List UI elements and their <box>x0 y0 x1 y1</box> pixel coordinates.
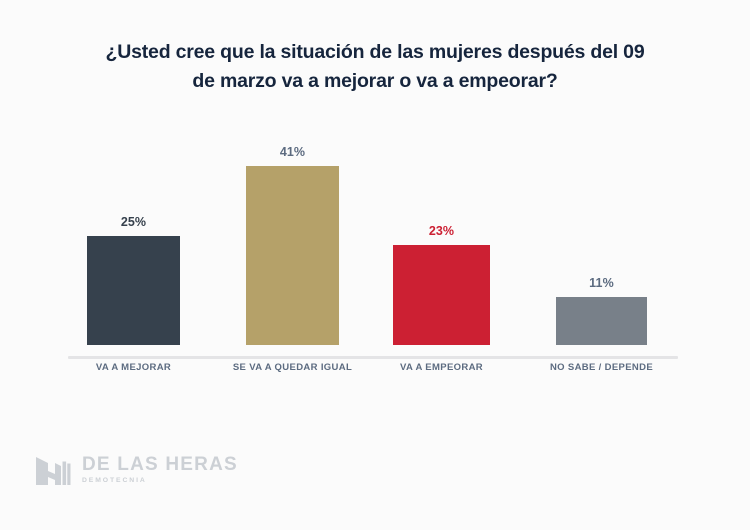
bar-group: 11% NO SABE / DEPENDE <box>550 276 653 373</box>
bar-chart-plot-area: 25% VA A MEJORAR 41% SE VA A QUEDAR IGUAL 23… <box>68 145 678 373</box>
brand-logo: DE LAS HERAS DEMOTECNIA <box>33 450 238 492</box>
bar-group: 25% VA A MEJORAR <box>87 215 180 373</box>
bar[interactable] <box>393 244 490 345</box>
bar[interactable] <box>87 235 180 345</box>
bar-category-label: NO SABE / DEPENDE <box>549 362 654 373</box>
bar[interactable] <box>246 166 339 345</box>
bar-value-label: 25% <box>120 214 147 229</box>
bar-category-label: VA A EMPEORAR <box>399 362 484 373</box>
bar-group: 23% VA A EMPEORAR <box>393 224 490 373</box>
bar-value-label: 11% <box>589 275 614 290</box>
bar-category-label: SE VA A QUEDAR IGUAL <box>232 362 353 373</box>
bar-category-label: VA A MEJORAR <box>95 362 172 373</box>
axis-baseline <box>68 356 678 359</box>
logo-text-block: DE LAS HERAS DEMOTECNIA <box>82 455 238 487</box>
bar-group: 41% SE VA A QUEDAR IGUAL <box>233 145 352 373</box>
logo-subtitle: DEMOTECNIA <box>82 477 147 484</box>
bar-value-label: 41% <box>279 145 306 159</box>
logo-wordmark: DE LAS HERAS <box>82 454 238 475</box>
de-las-heras-logo-icon <box>33 451 73 491</box>
bar[interactable] <box>556 296 647 345</box>
bar-value-label: 23% <box>428 223 455 238</box>
chart-title: ¿Usted cree que la situación de las muje… <box>105 41 645 92</box>
